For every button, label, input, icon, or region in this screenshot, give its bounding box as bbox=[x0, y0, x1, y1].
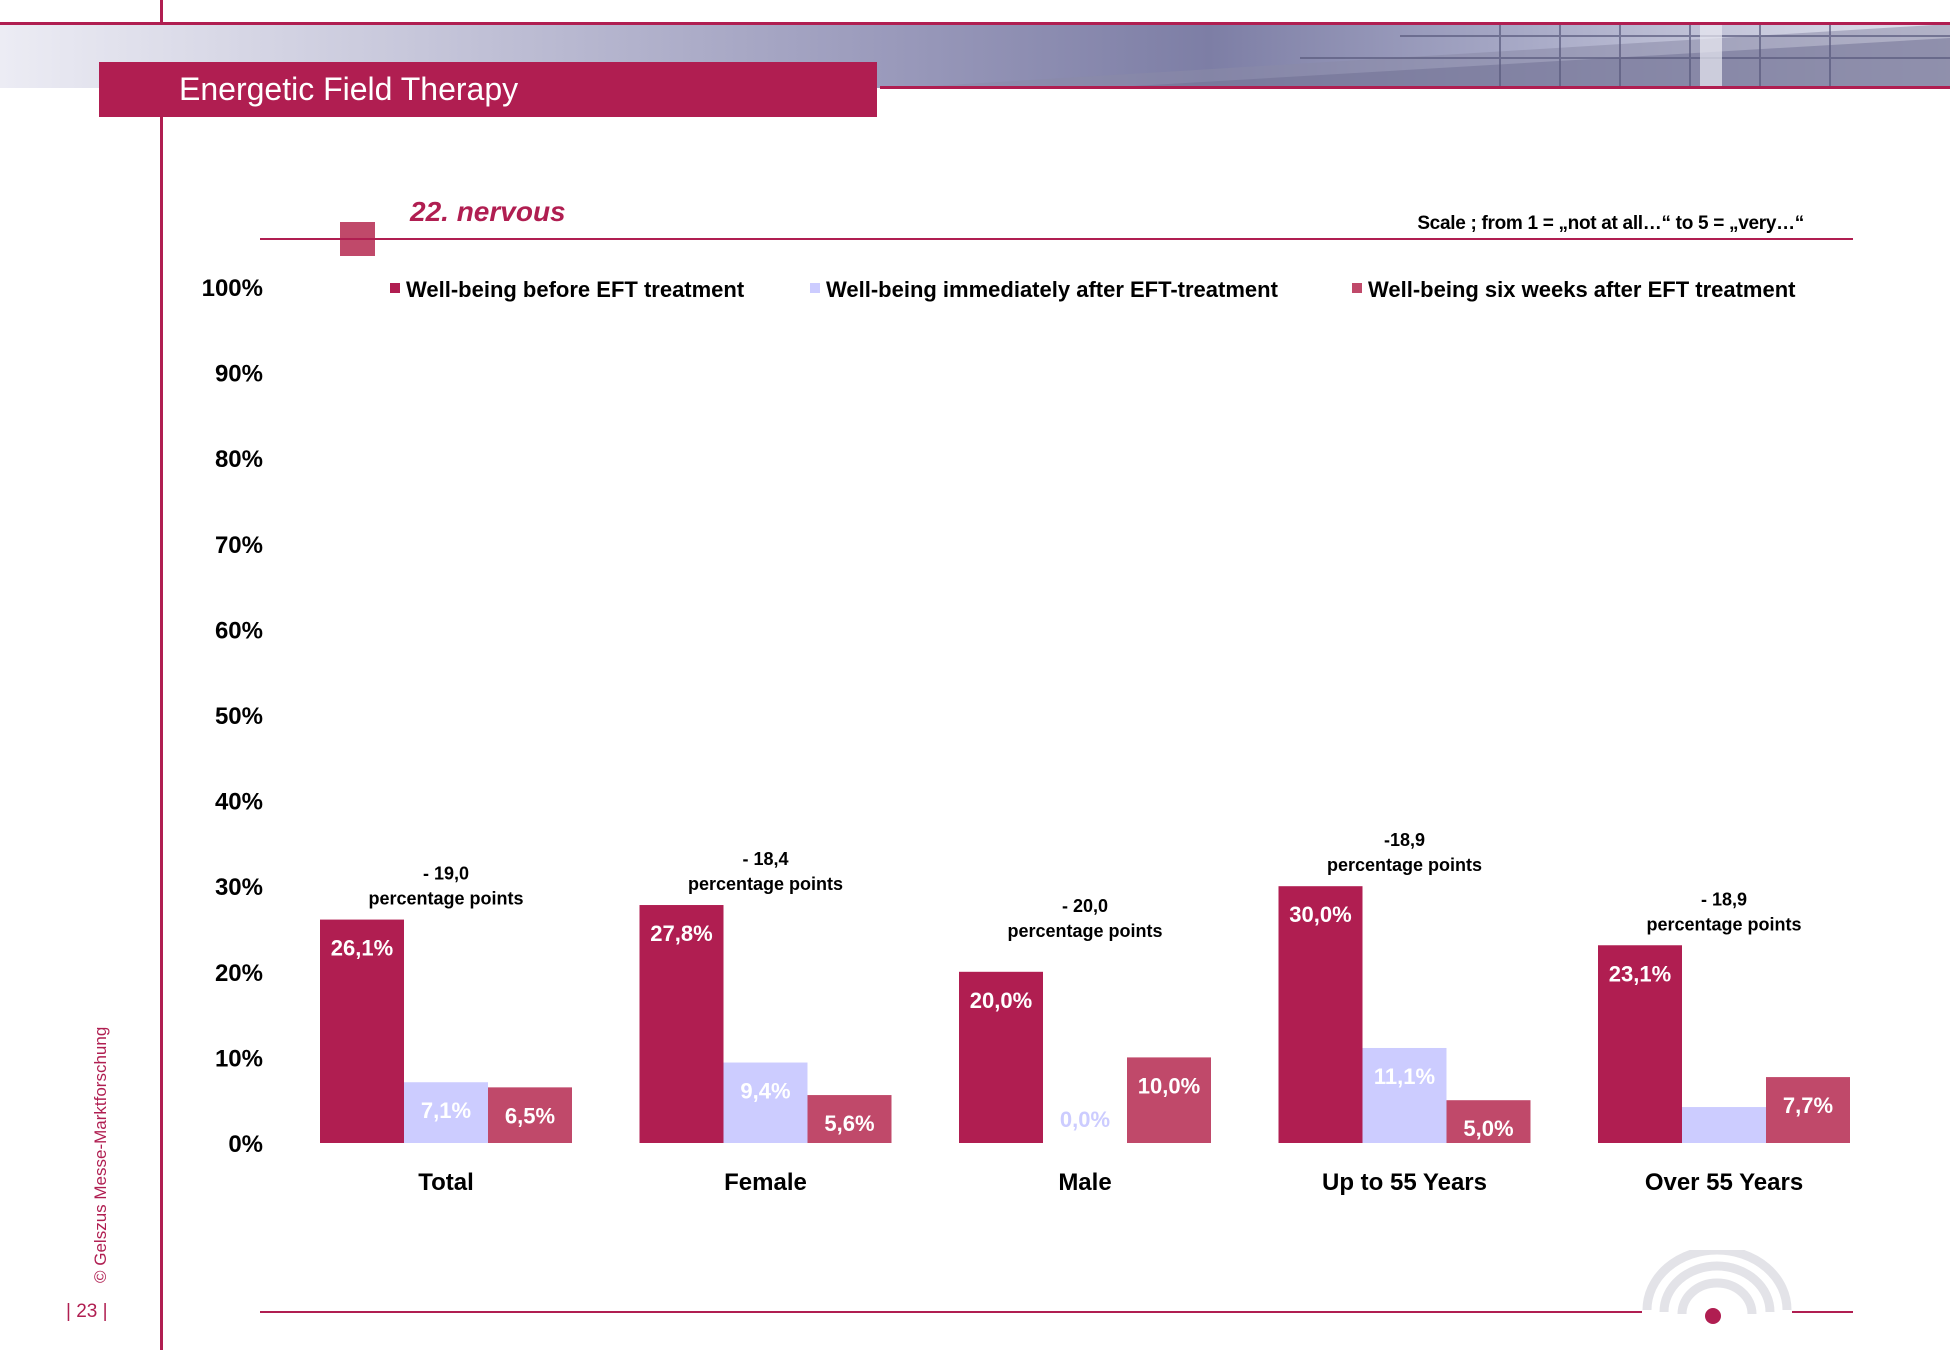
bar bbox=[320, 919, 404, 1143]
data-label: 11,1% bbox=[1374, 1064, 1435, 1089]
y-tick-label: 50% bbox=[215, 703, 263, 730]
banner-bottom-rule bbox=[880, 86, 1950, 89]
annotation-value: - 18,9 bbox=[1701, 889, 1747, 909]
chart-subtitle: 22. nervous bbox=[410, 196, 566, 227]
banner-top-rule bbox=[0, 22, 1950, 25]
annotation-value: - 18,4 bbox=[742, 849, 788, 869]
data-label: 27,8% bbox=[650, 921, 712, 946]
bar bbox=[639, 905, 724, 1143]
annotation-value: - 20,0 bbox=[1062, 896, 1108, 916]
bar bbox=[1446, 1100, 1531, 1143]
data-label: 6,5% bbox=[505, 1103, 555, 1128]
data-label: 4,2% bbox=[1699, 1107, 1749, 1132]
page-title: Energetic Field Therapy bbox=[179, 71, 519, 107]
data-label: 30,0% bbox=[1289, 902, 1351, 927]
y-tick-label: 100% bbox=[202, 275, 263, 302]
bar bbox=[1278, 886, 1363, 1143]
legend-label: Well-being before EFT treatment bbox=[406, 277, 745, 302]
y-tick-label: 30% bbox=[215, 874, 263, 901]
data-label: 5,0% bbox=[1463, 1116, 1513, 1141]
bar bbox=[1682, 1107, 1766, 1143]
y-tick-label: 10% bbox=[215, 1045, 263, 1072]
category-label: Total bbox=[418, 1169, 474, 1196]
data-label: 7,7% bbox=[1783, 1093, 1833, 1118]
legend-label: Well-being immediately after EFT-treatme… bbox=[826, 277, 1279, 302]
bar bbox=[404, 1082, 488, 1143]
subtitle-rule bbox=[260, 238, 1853, 240]
bar bbox=[1766, 1077, 1850, 1143]
annotation-unit: percentage points bbox=[368, 889, 523, 909]
annotation-unit: percentage points bbox=[688, 874, 843, 894]
category-label: Over 55 Years bbox=[1645, 1169, 1803, 1196]
annotation-value: -18,9 bbox=[1384, 830, 1425, 850]
bar bbox=[1362, 1047, 1447, 1143]
data-label: 0,0% bbox=[1060, 1107, 1110, 1132]
data-label: 5,6% bbox=[824, 1111, 874, 1136]
footer-rule bbox=[260, 1311, 1853, 1313]
y-tick-label: 80% bbox=[215, 446, 263, 473]
page-number: | 23 | bbox=[66, 1301, 108, 1322]
y-tick-label: 90% bbox=[215, 361, 263, 388]
company-logo-icon bbox=[1642, 1250, 1792, 1324]
category-label: Male bbox=[1058, 1169, 1111, 1196]
y-tick-label: 40% bbox=[215, 789, 263, 816]
category-label: Female bbox=[724, 1169, 807, 1196]
title-bar: Energetic Field Therapy bbox=[99, 62, 877, 117]
legend-label: Well-being six weeks after EFT treatment bbox=[1368, 277, 1796, 302]
bar bbox=[1598, 945, 1682, 1143]
bar bbox=[959, 971, 1043, 1143]
data-label: 23,1% bbox=[1609, 961, 1671, 986]
data-label: 10,0% bbox=[1138, 1073, 1200, 1098]
bar bbox=[488, 1087, 572, 1143]
scale-note: Scale ; from 1 = „not at all…“ to 5 = „v… bbox=[1417, 213, 1804, 234]
annotation-value: - 19,0 bbox=[423, 864, 469, 884]
bar bbox=[807, 1095, 892, 1143]
legend-swatch bbox=[390, 283, 400, 293]
data-label: 9,4% bbox=[740, 1079, 790, 1104]
data-label: 26,1% bbox=[331, 936, 393, 961]
legend-swatch bbox=[1352, 283, 1362, 293]
annotation-unit: percentage points bbox=[1007, 921, 1162, 941]
data-label: 7,1% bbox=[421, 1098, 471, 1123]
annotation-unit: percentage points bbox=[1327, 855, 1482, 875]
data-label: 20,0% bbox=[970, 988, 1032, 1013]
bar bbox=[723, 1062, 808, 1143]
left-accent-line bbox=[160, 0, 163, 1350]
y-tick-label: 60% bbox=[215, 617, 263, 644]
legend-swatch bbox=[810, 283, 820, 293]
annotation-unit: percentage points bbox=[1646, 914, 1801, 934]
bar bbox=[1127, 1057, 1211, 1143]
y-tick-label: 20% bbox=[215, 960, 263, 987]
copyright-text: © Gelszus Messe-Marktforschung bbox=[91, 1026, 110, 1283]
y-tick-label: 0% bbox=[228, 1131, 263, 1158]
category-label: Up to 55 Years bbox=[1322, 1169, 1487, 1196]
y-tick-label: 70% bbox=[215, 532, 263, 559]
